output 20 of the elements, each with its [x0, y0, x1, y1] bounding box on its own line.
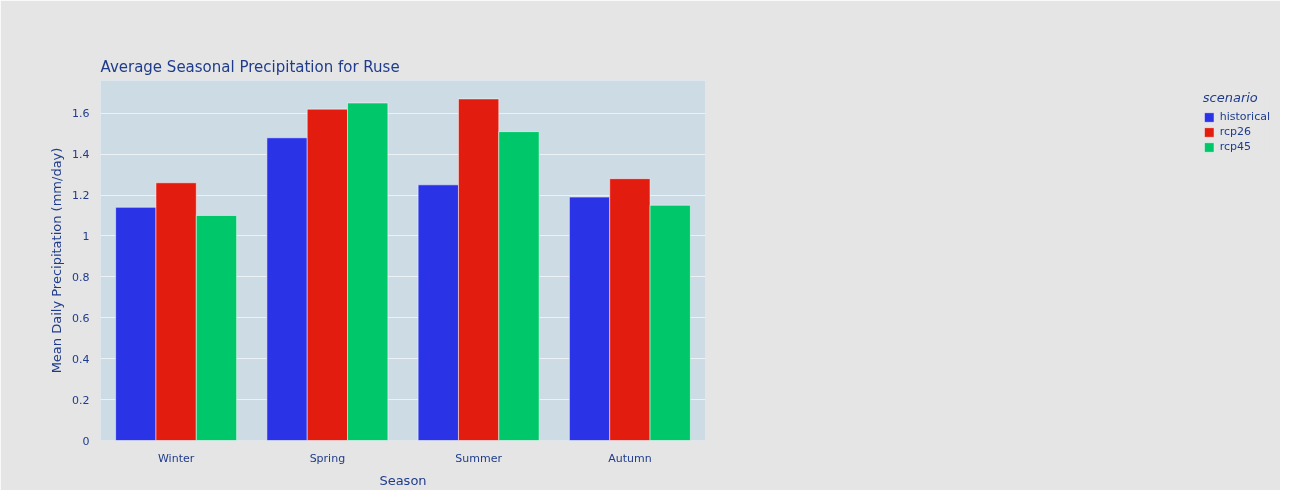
- y-tick-label: 1.2: [72, 189, 90, 203]
- y-tick-label: 0.6: [72, 311, 90, 325]
- y-axis-title: Mean Daily Precipitation (mm/day): [49, 147, 65, 374]
- x-tick-label: Spring: [309, 451, 346, 465]
- x-tick-label: Summer: [455, 451, 503, 465]
- y-tick-label: 0.8: [72, 270, 90, 284]
- y-tick-label: 0: [82, 434, 90, 448]
- legend-label: rcp45: [1219, 140, 1252, 153]
- y-tick-label: 1.6: [72, 107, 90, 121]
- y-tick-label: 1: [82, 229, 90, 243]
- chart-title: Average Seasonal Precipitation for Ruse: [100, 57, 400, 76]
- y-tick-label: 1.4: [72, 148, 90, 162]
- x-tick-label: Winter: [157, 451, 195, 465]
- legend-label: historical: [1219, 110, 1270, 123]
- x-tick-label: Autumn: [608, 451, 652, 465]
- y-tick-label: 0.2: [72, 393, 90, 407]
- legend-label: rcp26: [1219, 125, 1252, 138]
- y-tick-label: 0.4: [72, 352, 90, 366]
- legend-title: scenario: [1202, 90, 1259, 105]
- x-axis-title: Season: [379, 472, 427, 488]
